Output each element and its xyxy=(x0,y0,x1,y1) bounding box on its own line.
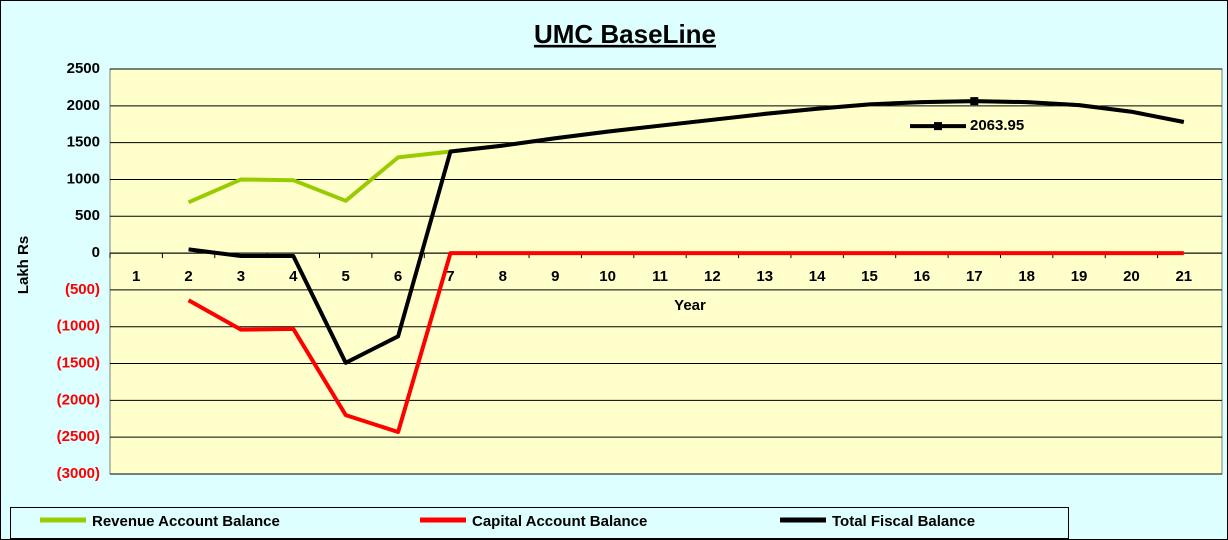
x-tick-label: 2 xyxy=(184,268,192,285)
x-tick-label: 5 xyxy=(342,268,350,285)
x-tick-label: 10 xyxy=(599,268,616,285)
x-tick-label: 14 xyxy=(809,268,826,285)
y-tick-label: (2000) xyxy=(57,391,100,408)
x-tick-label: 7 xyxy=(446,268,454,285)
x-tick-label: 20 xyxy=(1123,268,1140,285)
y-tick-label: 2500 xyxy=(67,60,100,77)
x-tick-label: 17 xyxy=(966,268,983,285)
legend xyxy=(10,507,1069,539)
x-tick-label: 11 xyxy=(652,268,668,285)
x-tick-label: 13 xyxy=(756,268,773,285)
x-axis-label: Year xyxy=(674,297,706,314)
x-tick-label: 21 xyxy=(1175,268,1192,285)
legend-label: Capital Account Balance xyxy=(472,513,647,530)
y-tick-label: 2000 xyxy=(67,97,100,114)
x-tick-label: 3 xyxy=(237,268,245,285)
y-tick-label: 0 xyxy=(92,244,100,261)
x-tick-label: 18 xyxy=(1018,268,1035,285)
label-key-marker xyxy=(934,122,942,131)
y-tick-label: (1500) xyxy=(57,355,100,372)
point-marker xyxy=(970,97,979,106)
x-tick-label: 8 xyxy=(499,268,507,285)
legend-label: Total Fiscal Balance xyxy=(832,513,975,530)
x-tick-label: 4 xyxy=(289,268,298,285)
y-tick-label: (1000) xyxy=(57,318,100,335)
x-tick-label: 9 xyxy=(551,268,559,285)
chart-title: UMC BaseLine xyxy=(534,19,716,49)
x-tick-label: 19 xyxy=(1071,268,1088,285)
y-tick-label: (3000) xyxy=(57,465,100,482)
y-tick-label: (500) xyxy=(65,281,100,298)
y-tick-label: 500 xyxy=(75,207,100,224)
x-tick-label: 16 xyxy=(914,268,931,285)
y-tick-label: 1500 xyxy=(67,134,100,151)
plot-area xyxy=(109,68,1223,475)
x-tick-label: 1 xyxy=(132,268,140,285)
x-tick-label: 12 xyxy=(704,268,721,285)
x-tick-label: 6 xyxy=(394,268,402,285)
y-tick-label: 1000 xyxy=(67,170,100,187)
y-axis-label: Lakh Rs xyxy=(15,236,32,294)
legend-label: Revenue Account Balance xyxy=(92,513,280,530)
series-line xyxy=(187,251,1184,435)
x-tick-label: 15 xyxy=(861,268,878,285)
series-line xyxy=(188,99,1185,365)
data-label: 2063.95 xyxy=(970,117,1024,134)
y-tick-label: (2500) xyxy=(57,428,100,445)
